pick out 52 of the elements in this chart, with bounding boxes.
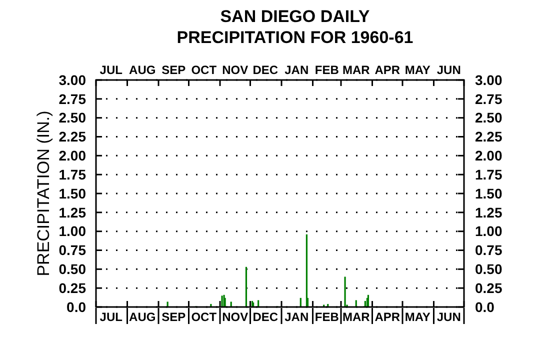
y2-tick-label: 0.50: [475, 261, 502, 278]
y-tick-label: 0.50: [58, 261, 86, 278]
x2-tick-label: AUG: [129, 310, 156, 324]
y-tick-label: 1.25: [58, 204, 86, 220]
x2-tick-label: JAN: [284, 310, 309, 324]
x-tick-label: SEP: [162, 63, 186, 77]
x-tick-label: JUL: [100, 63, 122, 77]
x-tick-label: DEC: [252, 63, 278, 77]
y-tick-label: 2.75: [58, 90, 86, 107]
x2-tick-label: JUN: [436, 310, 461, 324]
x2-tick-label: SEP: [162, 310, 186, 324]
x2-tick-label: OCT: [191, 310, 218, 324]
y-tick-label: 2.00: [58, 148, 86, 164]
x-tick-label: MAY: [404, 63, 430, 77]
y2-tick-label: 1.00: [475, 223, 502, 240]
y-tick-label: 2.25: [58, 128, 86, 145]
y-tick-label: 1.75: [58, 166, 86, 182]
x-tick-label: JUN: [436, 63, 461, 77]
x2-tick-label: NOV: [222, 310, 248, 324]
y-tick-label: 1.50: [58, 185, 86, 202]
y-tick-label: 0.25: [58, 280, 86, 296]
x2-tick-label: MAR: [342, 310, 370, 324]
y-tick-label: 3.00: [58, 72, 86, 88]
y2-tick-label: 1.75: [475, 166, 502, 182]
y2-tick-label: 2.75: [475, 90, 502, 107]
y2-tick-label: 0.25: [475, 280, 502, 296]
y2-tick-label: 2.25: [475, 128, 502, 145]
x2-tick-label: APR: [374, 310, 400, 324]
x2-tick-label: DEC: [252, 310, 278, 324]
x-tick-label: AUG: [129, 63, 156, 77]
y2-tick-label: 2.00: [475, 148, 502, 164]
y2-tick-label: 1.25: [475, 204, 502, 220]
x-tick-label: NOV: [222, 63, 248, 77]
x-tick-label: MAR: [342, 63, 370, 77]
y-tick-label: 0.0: [66, 298, 86, 315]
x2-tick-label: MAY: [404, 310, 430, 324]
y2-tick-label: 3.00: [475, 72, 502, 88]
x-tick-label: APR: [374, 63, 400, 77]
y2-tick-label: 1.50: [475, 185, 502, 202]
x-tick-label: JAN: [284, 63, 309, 77]
x2-tick-label: FEB: [314, 310, 340, 324]
y2-tick-label: 0.75: [475, 242, 502, 258]
x-tick-label: OCT: [191, 63, 218, 77]
y-tick-label: 2.50: [58, 110, 86, 126]
y-axis-title: PRECIPITATION (IN.): [34, 110, 53, 276]
x2-tick-label: JUL: [100, 310, 122, 324]
y-tick-label: 0.75: [58, 242, 86, 258]
x-tick-label: FEB: [314, 63, 340, 77]
y2-tick-label: 2.50: [475, 110, 502, 126]
y2-tick-label: 0.0: [475, 298, 495, 315]
y-tick-label: 1.00: [58, 223, 86, 240]
chart-title: SAN DIEGO DAILY PRECIPITATION FOR 1960-61: [176, 7, 414, 47]
